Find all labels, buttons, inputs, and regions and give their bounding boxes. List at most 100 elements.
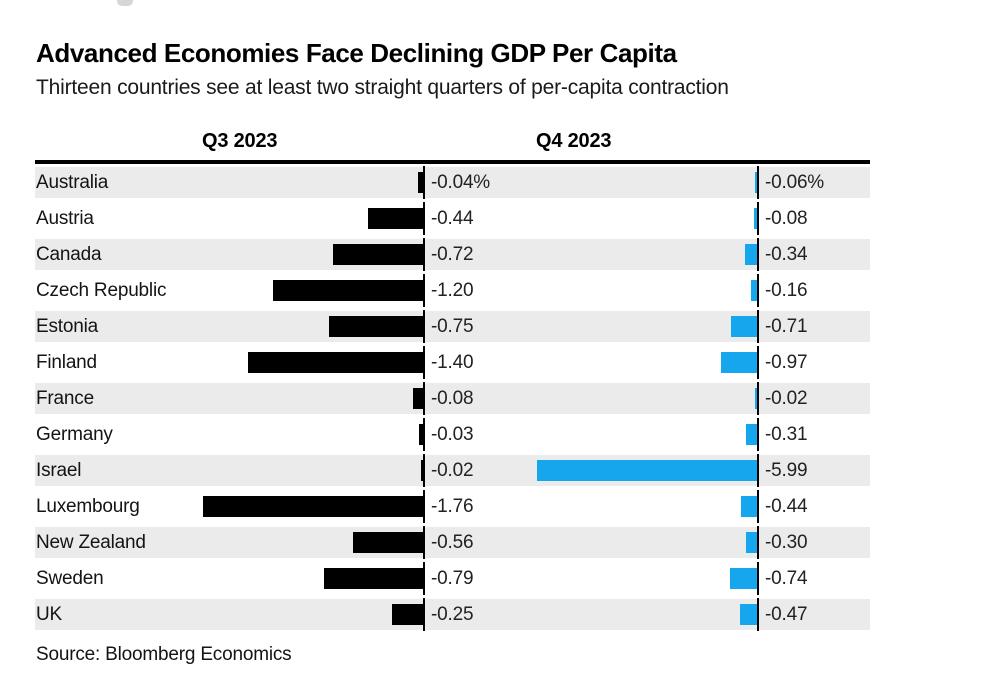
header-rule [35,160,870,164]
baseline-q3 [423,202,425,235]
table-row: Canada -0.72 -0.34 [35,238,870,271]
baseline-q4 [757,310,759,343]
table-row: Estonia -0.75 -0.71 [35,310,870,343]
baseline-q4 [757,382,759,415]
baseline-q4 [757,238,759,271]
value-label-q4: -0.08 [765,208,808,229]
baseline-q4 [757,418,759,451]
value-label-q3: -0.79 [431,568,474,589]
bar-q3 [413,388,423,409]
value-label-q4: -0.74 [765,568,808,589]
baseline-q4 [757,454,759,487]
value-label-q3: -0.25 [431,604,474,625]
country-label: UK [36,604,62,625]
baseline-q4 [757,598,759,631]
column-header-q4-2023: Q4 2023 [536,130,612,152]
value-label-q4: -0.34 [765,244,808,265]
value-label-q3: -1.20 [431,280,474,301]
table-row: Austria -0.44 -0.08 [35,202,870,235]
baseline-q3 [423,274,425,307]
country-label: France [36,388,94,409]
value-label-q4: -0.44 [765,496,808,517]
baseline-q4 [757,562,759,595]
country-label: Austria [36,208,94,229]
image-crop-artifact [117,0,133,6]
bar-q4 [751,280,757,301]
value-label-q3: -0.04% [431,172,491,193]
bar-q4 [745,532,757,553]
baseline-q3 [423,382,425,415]
value-label-q3: -1.76 [431,496,474,517]
table-row: UK -0.25 -0.47 [35,598,870,631]
value-label-q4: -0.02 [765,388,808,409]
baseline-q4 [757,166,759,199]
bar-q3 [419,424,423,445]
baseline-q4 [757,526,759,559]
baseline-q4 [757,202,759,235]
country-label: Australia [36,172,109,193]
value-label-q4: -0.97 [765,352,808,373]
baseline-q3 [423,598,425,631]
baseline-q3 [423,238,425,271]
table-row: Sweden -0.79 -0.74 [35,562,870,595]
table-row: Finland -1.40 -0.97 [35,346,870,379]
bar-q3 [248,352,423,373]
baseline-q3 [423,562,425,595]
chart-subtitle: Thirteen countries see at least two stra… [36,76,729,99]
table-row: France -0.08 -0.02 [35,382,870,415]
value-label-q4: -0.71 [765,316,808,337]
value-label-q4: -0.31 [765,424,808,445]
country-label: Sweden [36,568,104,589]
table-row: Germany -0.03 -0.31 [35,418,870,451]
baseline-q3 [423,526,425,559]
bar-q4 [740,496,757,517]
bar-q4 [754,172,757,193]
baseline-q4 [757,490,759,523]
baseline-q3 [423,310,425,343]
bar-q3 [203,496,423,517]
bar-q3 [273,280,423,301]
bar-q4 [721,352,757,373]
value-label-q3: -0.02 [431,460,474,481]
value-label-q3: -1.40 [431,352,474,373]
baseline-q4 [757,346,759,379]
baseline-q3 [423,490,425,523]
value-label-q4: -0.47 [765,604,808,625]
baseline-q4 [757,274,759,307]
baseline-q3 [423,454,425,487]
bar-q3 [333,244,423,265]
bar-q4 [744,244,757,265]
country-label: Czech Republic [36,280,167,301]
bar-q3 [420,460,423,481]
table-row: Australia -0.04% -0.06% [35,166,870,199]
bar-q4 [745,424,757,445]
country-label: Israel [36,460,82,481]
country-label: New Zealand [36,532,146,553]
source-note: Source: Bloomberg Economics [36,644,292,665]
value-label-q3: -0.56 [431,532,474,553]
value-label-q4: -0.30 [765,532,808,553]
value-label-q3: -0.44 [431,208,474,229]
bar-q3 [324,568,423,589]
table-row: Israel -0.02 -5.99 [35,454,870,487]
bar-q3 [353,532,423,553]
bar-q4 [730,316,757,337]
column-header-q3-2023: Q3 2023 [202,130,278,152]
country-label: Canada [36,244,102,265]
table-row: Czech Republic -1.20 -0.16 [35,274,870,307]
value-label-q4: -0.16 [765,280,808,301]
bar-q3 [329,316,423,337]
bar-chart-rows: Australia -0.04% -0.06% Austria -0.44 -0.08 Ca… [35,166,870,635]
chart-title: Advanced Economies Face Declining GDP Pe… [36,38,677,68]
bar-q4 [739,604,757,625]
country-label: Estonia [36,316,98,337]
bar-q4 [754,208,757,229]
value-label-q3: -0.75 [431,316,474,337]
bar-q3 [368,208,423,229]
value-label-q4: -0.06% [765,172,825,193]
table-row: Luxembourg -1.76 -0.44 [35,490,870,523]
country-label: Germany [36,424,113,445]
bar-q4 [754,388,757,409]
baseline-q3 [423,418,425,451]
